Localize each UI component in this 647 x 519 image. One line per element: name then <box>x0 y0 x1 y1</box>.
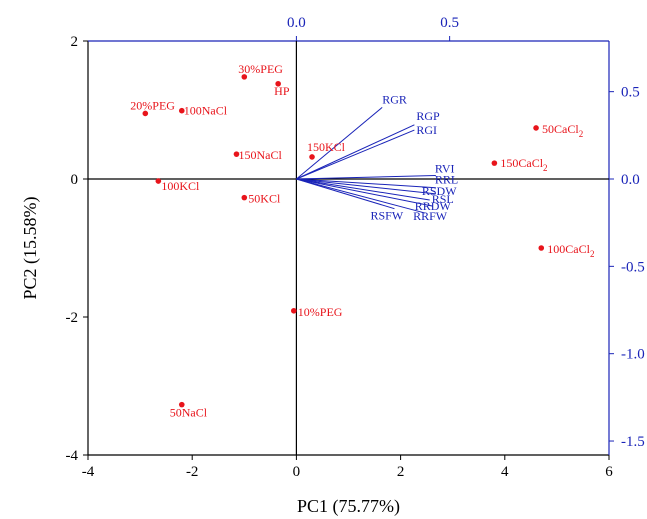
loading-label: RSDW <box>422 184 457 198</box>
loading-vector <box>296 178 433 207</box>
y-tick-label: 0 <box>71 172 79 188</box>
loading-vector <box>296 178 436 195</box>
secondary-y-tick-label: -0.5 <box>621 259 645 275</box>
secondary-x-tick-label: 0.0 <box>287 15 306 31</box>
loading-label: RRDW <box>415 199 452 213</box>
x-tick-label: 6 <box>605 464 613 480</box>
score-point <box>533 125 539 131</box>
x-tick-label: 2 <box>397 464 405 480</box>
loading-vector <box>296 178 436 189</box>
score-label: 50KCl <box>248 192 281 206</box>
loading-vector <box>296 178 430 201</box>
x-tick-label: 4 <box>501 464 509 480</box>
loading-label: RGR <box>382 92 407 106</box>
score-point <box>275 80 281 87</box>
score-label: 150CaCl2 <box>500 156 547 173</box>
score-point <box>233 151 240 157</box>
score-point <box>155 178 162 184</box>
loading-label: RGP <box>416 109 440 123</box>
score-point <box>178 401 185 408</box>
loading-vector <box>296 129 415 180</box>
y-tick-label: -2 <box>66 310 79 326</box>
x-tick-label: -4 <box>82 464 95 480</box>
score-label: 150KCl <box>307 140 346 154</box>
score-label: 30%PEG <box>238 62 283 76</box>
score-label: 50CaCl2 <box>542 122 583 139</box>
score-point <box>142 110 149 117</box>
score-point <box>538 245 545 251</box>
score-label: 100CaCl2 <box>547 242 594 259</box>
loading-vector <box>296 175 436 180</box>
loading-vector <box>296 178 395 210</box>
score-label: 20%PEG <box>130 98 175 112</box>
loading-vector <box>296 124 415 180</box>
x-axis-title: PC1 (75.77%) <box>297 496 400 517</box>
score-point <box>178 107 185 114</box>
loading-label: RGI <box>416 123 437 137</box>
secondary-y-tick-label: 0.0 <box>621 172 640 188</box>
x-tick-label: -2 <box>186 464 199 480</box>
loading-label: RRFW <box>413 209 448 223</box>
score-label: HP <box>274 84 290 98</box>
loading-vector <box>296 106 383 180</box>
score-label: 100KCl <box>161 179 200 193</box>
score-point <box>491 160 498 166</box>
score-label: 100NaCl <box>184 104 228 118</box>
loading-label: RRL <box>435 173 458 187</box>
score-label: 50NaCl <box>170 406 208 420</box>
loading-label: RSFW <box>370 209 403 223</box>
score-point <box>309 154 315 160</box>
score-label: 150NaCl <box>238 148 282 162</box>
score-label: 10%PEG <box>298 305 343 319</box>
secondary-y-tick-label: -1.0 <box>621 347 645 363</box>
loading-label: RVI <box>435 162 455 176</box>
score-point <box>241 194 248 201</box>
loading-vector <box>296 178 426 214</box>
secondary-x-tick-label: 0.5 <box>440 15 459 31</box>
score-point <box>241 74 248 80</box>
score-point <box>290 307 297 314</box>
secondary-y-tick-label: -1.5 <box>621 434 645 450</box>
y-tick-label: 2 <box>71 34 79 50</box>
loading-label: RSL <box>432 192 454 206</box>
y-axis-title: PC2 (15.58%) <box>20 196 41 299</box>
secondary-y-tick-label: 0.5 <box>621 85 640 101</box>
y-tick-label: -4 <box>66 448 79 464</box>
x-tick-label: 0 <box>293 464 301 480</box>
